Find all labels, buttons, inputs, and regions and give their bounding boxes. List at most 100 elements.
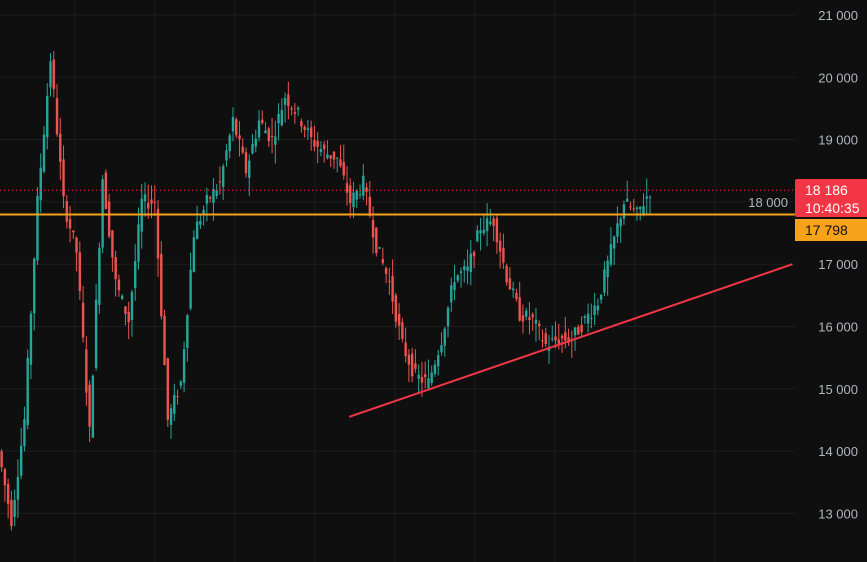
candle-body (39, 167, 42, 201)
candle-body (85, 349, 88, 393)
candle-body (205, 194, 209, 204)
candle-body (388, 280, 391, 282)
candle-body (244, 152, 248, 174)
candle-body (524, 310, 528, 317)
candle-body (430, 372, 433, 384)
candle-body (218, 181, 222, 183)
y-tick-label: 14 000 (818, 444, 858, 459)
candle-body (632, 208, 635, 210)
candle-body (394, 295, 398, 322)
candle-body (505, 265, 508, 283)
candle-body (270, 135, 274, 137)
candle-body (518, 297, 521, 321)
candle-body (557, 339, 560, 344)
candle-body (127, 311, 130, 323)
candle-body (225, 150, 228, 161)
candle-body (235, 119, 238, 136)
candle-body (580, 325, 583, 333)
candle-body (134, 261, 137, 289)
candle-body (495, 217, 499, 243)
candle-body (199, 220, 202, 225)
candle-body (147, 202, 150, 209)
candle-body (573, 327, 577, 336)
candle-body (397, 313, 401, 326)
y-tick-label: 20 000 (818, 70, 858, 85)
candle-body (599, 294, 603, 300)
candle-body (466, 266, 469, 271)
candle-body (371, 220, 375, 238)
candle-body (355, 190, 358, 200)
y-tick-label: 15 000 (818, 382, 858, 397)
candle-body (414, 363, 417, 369)
candle-body (472, 252, 476, 257)
candle-body (23, 419, 26, 447)
candle-body (551, 338, 554, 340)
candle-body (423, 374, 427, 378)
y-tick-label: 19 000 (818, 133, 858, 148)
candle-body (479, 230, 482, 234)
candle-body (427, 378, 430, 389)
candle-body (91, 375, 95, 438)
candle-body (508, 278, 512, 290)
candle-body (251, 144, 254, 154)
candle-body (182, 349, 186, 383)
candle-body (94, 299, 98, 368)
candle-body (609, 244, 613, 265)
candle-body (36, 195, 39, 261)
candle-body (583, 316, 587, 318)
candle-body (420, 376, 424, 383)
candle-body (13, 500, 16, 517)
candle-body (287, 94, 290, 107)
candle-body (29, 313, 33, 365)
candle-body (586, 313, 590, 324)
candle-body (368, 196, 372, 216)
candle-body (104, 172, 108, 210)
candle-body (378, 247, 381, 249)
candle-body (407, 354, 411, 365)
candle-body (46, 95, 49, 138)
candle-body (166, 358, 169, 420)
candle-body (231, 117, 235, 132)
candle-body (345, 183, 349, 193)
candle-body (186, 315, 189, 348)
candle-body (538, 323, 541, 327)
candle-body (65, 201, 68, 222)
candle-body (26, 357, 29, 426)
candle-body (212, 189, 215, 203)
candle-body (635, 207, 639, 210)
candle-body (3, 469, 7, 486)
candle-body (433, 364, 437, 374)
candle-body (59, 133, 62, 162)
candle-body (534, 319, 538, 324)
y-tick-label: 17 000 (818, 257, 858, 272)
candle-body (313, 140, 316, 147)
candle-body (124, 306, 127, 314)
candle-body (336, 157, 339, 159)
y-tick-label: 21 000 (818, 8, 858, 23)
candle-body (531, 314, 534, 318)
candle-body (75, 237, 78, 253)
candle-body (362, 175, 365, 196)
candle-body (52, 59, 55, 90)
candle-body (349, 185, 352, 204)
candle-body (410, 353, 414, 377)
candle-body (417, 374, 420, 379)
candle-body (629, 206, 632, 208)
last-price-value: 18 186 (805, 182, 848, 198)
candle-body (195, 221, 199, 239)
candle-body (202, 209, 205, 214)
candle-body (78, 252, 82, 292)
candle-body (241, 146, 244, 153)
candle-body (49, 61, 52, 88)
candle-body (352, 192, 355, 208)
candle-body (309, 127, 313, 137)
candle-body (98, 247, 101, 305)
candle-body (515, 292, 518, 299)
candle-body (564, 332, 567, 341)
candle-body (482, 229, 486, 234)
candle-body (437, 355, 440, 367)
candle-body (339, 159, 342, 167)
candle-body (560, 335, 564, 339)
candle-body (33, 258, 36, 314)
